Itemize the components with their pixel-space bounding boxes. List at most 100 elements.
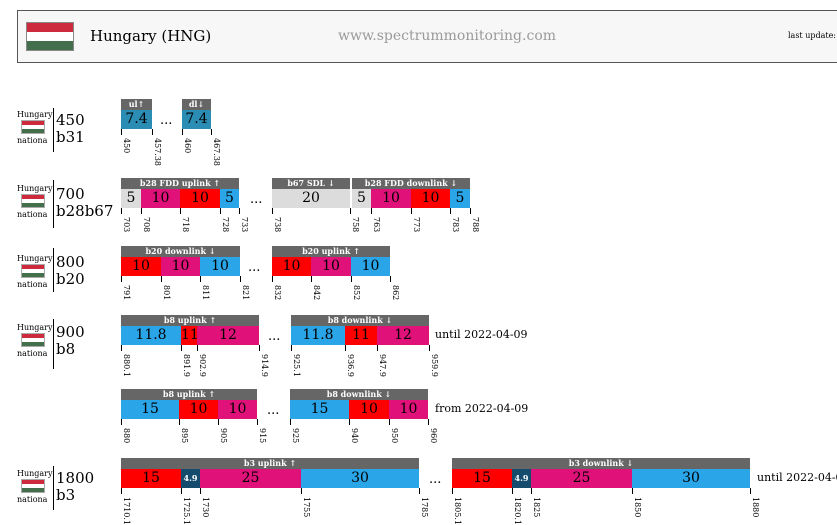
row-divider — [53, 180, 54, 228]
hungary-flag-icon — [21, 194, 45, 208]
operator-name: nationa — [17, 210, 48, 219]
spectrum-block[interactable]: 30 — [301, 469, 419, 488]
spectrum-block[interactable]: 25 — [200, 469, 301, 488]
frequency-label: 950 — [390, 428, 399, 444]
operator-name: nationa — [17, 136, 48, 145]
frequency-label: 783 — [451, 217, 460, 233]
frequency-tick — [121, 345, 122, 351]
frequency-tick — [512, 488, 513, 494]
country-cell: Hungary nationa — [17, 184, 53, 219]
spectrum-block[interactable]: 25 — [531, 469, 632, 488]
spectrum-block[interactable]: 5 — [450, 189, 470, 208]
frequency-label: 1785 — [420, 497, 429, 518]
frequency-tick — [290, 419, 291, 425]
spectrum-block[interactable]: 10 — [311, 257, 351, 276]
spectrum-block[interactable]: 10 — [351, 257, 390, 276]
spectrum-block[interactable]: 15 — [121, 400, 179, 419]
last-update-text: last update: 8 M — [788, 31, 837, 40]
spectrum-block[interactable]: 10 — [161, 257, 200, 276]
frequency-tick — [220, 208, 221, 214]
spectrum-block[interactable]: 10 — [411, 189, 450, 208]
frequency-tick — [750, 488, 751, 494]
frequency-label: 902.9 — [198, 354, 207, 377]
spectrum-block[interactable]: 11.8 — [121, 326, 181, 345]
spectrum-block[interactable]: 15 — [452, 469, 512, 488]
frequency-label: 773 — [412, 217, 421, 233]
spectrum-block[interactable]: 15 — [290, 400, 349, 419]
frequency-tick — [419, 488, 420, 494]
frequency-label: 758 — [351, 217, 360, 233]
country-name: Hungary — [17, 254, 53, 263]
frequency-tick — [291, 345, 292, 351]
frequency-tick — [345, 345, 346, 351]
band-group-label: b8 uplink ↑ — [121, 389, 257, 400]
spectrum-block[interactable]: 10 — [371, 189, 411, 208]
spectrum-block[interactable]: 11 — [345, 326, 377, 345]
band-label: 1800 b3 — [56, 469, 95, 504]
row-divider — [53, 319, 54, 369]
frequency-tick — [121, 129, 122, 135]
band-group-label: b8 downlink ↓ — [290, 389, 428, 400]
validity-note: until 2022-04-09 — [435, 328, 528, 341]
site-url[interactable]: www.spectrummonitoring.com — [338, 28, 557, 44]
band-group-label: b20 uplink ↑ — [272, 246, 390, 257]
frequency-label: 936.9 — [346, 354, 355, 377]
frequency-tick — [240, 276, 241, 282]
frequency-tick — [141, 208, 142, 214]
frequency-label: 788 — [471, 217, 480, 233]
spectrum-block[interactable]: 10 — [200, 257, 240, 276]
spectrum-block[interactable]: 12 — [377, 326, 429, 345]
spectrum-block[interactable]: 11 — [181, 326, 197, 345]
page-title: Hungary (HNG) — [90, 27, 212, 45]
frequency-label: 1710.1 — [122, 497, 131, 525]
spectrum-block[interactable]: 11.8 — [291, 326, 345, 345]
band-group-label: dl↓ — [182, 99, 211, 110]
spectrum-block[interactable]: 10 — [218, 400, 257, 419]
band-label: 800 b20 — [56, 253, 85, 288]
spectrum-block[interactable]: 10 — [180, 189, 220, 208]
ellipsis: ... — [248, 260, 261, 275]
spectrum-block[interactable]: 15 — [121, 469, 181, 488]
country-name: Hungary — [17, 469, 53, 478]
spectrum-block[interactable]: 10 — [121, 257, 161, 276]
frequency-label: 915 — [258, 428, 267, 444]
frequency-label: 891.9 — [182, 354, 191, 377]
frequency-label: 895 — [180, 428, 189, 444]
frequency-tick — [180, 208, 181, 214]
spectrum-block[interactable]: 4.9 — [181, 469, 200, 488]
frequency-label: 832 — [273, 285, 282, 301]
spectrum-block[interactable]: 10 — [349, 400, 389, 419]
frequency-tick — [121, 276, 122, 282]
spectrum-block[interactable]: 30 — [632, 469, 750, 488]
ellipsis: ... — [429, 472, 442, 487]
band-label: 900 b8 — [56, 323, 85, 358]
spectrum-block[interactable]: 20 — [272, 189, 350, 208]
frequency-label: 905 — [219, 428, 228, 444]
frequency-tick — [239, 208, 240, 214]
spectrum-block[interactable]: 10 — [389, 400, 428, 419]
frequency-tick — [179, 419, 180, 425]
frequency-label: 925.1 — [292, 354, 301, 377]
spectrum-block[interactable]: 4.9 — [512, 469, 531, 488]
frequency-label: 728 — [221, 217, 230, 233]
frequency-tick — [181, 345, 182, 351]
frequency-label: 1755 — [302, 497, 311, 518]
spectrum-block[interactable]: 10 — [272, 257, 311, 276]
spectrum-block[interactable]: 10 — [179, 400, 218, 419]
spectrum-block[interactable]: 5 — [220, 189, 239, 208]
spectrum-block[interactable]: 12 — [197, 326, 259, 345]
hungary-flag-icon — [21, 120, 45, 134]
spectrum-block[interactable]: 10 — [141, 189, 180, 208]
frequency-tick — [349, 419, 350, 425]
hungary-flag-icon — [21, 479, 45, 493]
frequency-label: 460 — [183, 138, 192, 154]
spectrum-block[interactable]: 5 — [352, 189, 371, 208]
spectrum-block[interactable]: 5 — [121, 189, 141, 208]
frequency-tick — [257, 419, 258, 425]
frequency-tick — [152, 129, 153, 135]
frequency-tick — [389, 419, 390, 425]
spectrum-block[interactable]: 7.4 — [121, 110, 152, 129]
spectrum-block[interactable]: 7.4 — [182, 110, 211, 129]
country-cell: Hungary nationa — [17, 469, 53, 504]
frequency-label: 811 — [201, 285, 210, 301]
